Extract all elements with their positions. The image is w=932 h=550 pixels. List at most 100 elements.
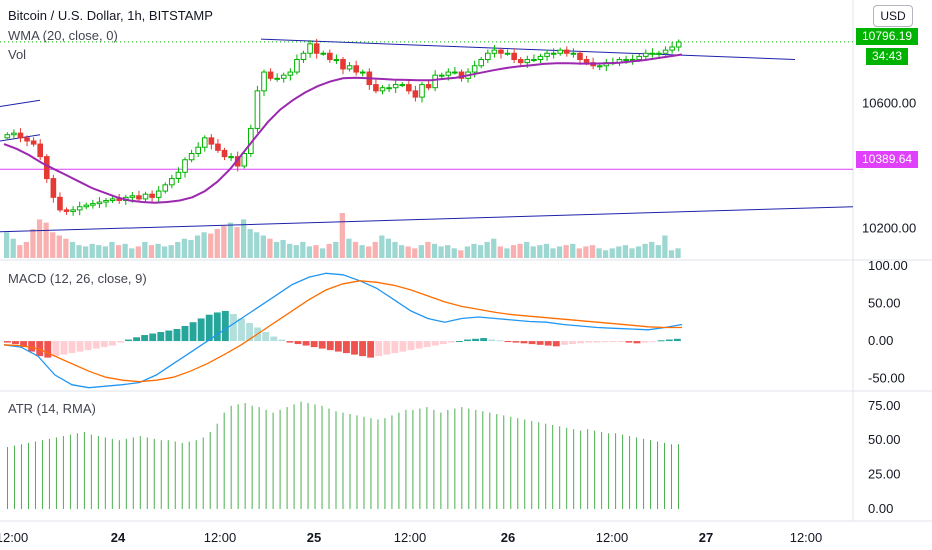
volume-bar (550, 248, 556, 258)
candle-body (537, 55, 544, 61)
macd-histogram-bar (68, 341, 76, 354)
time-axis-tick-label: 12:00 (596, 530, 629, 545)
volume-bar (96, 245, 102, 258)
macd-histogram-bar (294, 341, 302, 345)
macd-histogram-bar (133, 337, 141, 342)
macd-histogram-bar (512, 341, 520, 343)
time-axis-tick-label: 24 (111, 530, 126, 545)
candle-body (50, 178, 57, 198)
candle-body (327, 52, 333, 61)
volume-bar (76, 245, 82, 258)
volume-bar (385, 238, 392, 258)
candle-body (70, 209, 76, 212)
macd-histogram-bar (673, 338, 681, 342)
macd-line (3, 272, 683, 389)
macd-histogram-bar (447, 341, 455, 343)
volume-bar (352, 241, 359, 258)
candle-body (524, 59, 531, 64)
volume-bar (497, 246, 503, 258)
macd-histogram-bar (544, 341, 552, 346)
volume-bar (333, 241, 339, 258)
macd-histogram-bar (439, 341, 447, 345)
candle-body (557, 49, 564, 54)
candle-body (675, 41, 682, 48)
candle-body (478, 59, 485, 67)
macd-histogram-bar (520, 341, 528, 344)
macd-histogram-bar (262, 332, 270, 342)
candle-body (432, 74, 438, 89)
candle-body (517, 59, 524, 64)
wma-legend: WMA (20, close, 0) (8, 28, 118, 43)
volume-bar (89, 243, 95, 258)
volume-bar (405, 246, 411, 258)
candle-body (195, 146, 201, 154)
signal-line (3, 280, 682, 383)
macd-histogram-bar (334, 341, 342, 352)
volume-bar (109, 241, 115, 258)
volume-bar (451, 248, 457, 258)
volume-bar (122, 243, 128, 258)
candle-body (300, 52, 307, 61)
candle-body (90, 203, 96, 206)
candle-body (37, 143, 44, 158)
macd-histogram-bar (205, 314, 213, 342)
macd-histogram-bar (181, 326, 189, 342)
macd-histogram-bar (399, 341, 407, 352)
candle-body (241, 152, 248, 167)
candle-body (636, 55, 643, 61)
volume-bar (589, 245, 596, 258)
volume-bar (135, 246, 141, 258)
volume-bar (50, 232, 56, 258)
macd-histogram-bar (125, 339, 132, 342)
candle-body (215, 143, 221, 151)
volume-bar (287, 243, 293, 258)
macd-histogram-bar (100, 341, 108, 348)
candle-body (544, 52, 550, 57)
macd-histogram-bar (528, 341, 536, 345)
candle-body (340, 59, 346, 70)
candle-body (261, 71, 267, 92)
volume-bar (425, 241, 431, 258)
volume-bar (576, 248, 582, 258)
macd-legend: MACD (12, 26, close, 9) (8, 271, 147, 286)
volume-bar (635, 246, 642, 258)
candle-body (669, 46, 675, 51)
macd-histogram-bar (221, 310, 229, 342)
volume-bar (510, 245, 517, 258)
candle-body (208, 137, 215, 145)
candle-body (438, 74, 445, 77)
volume-bar (30, 229, 36, 258)
volume-bar (234, 227, 240, 258)
volume-bar (649, 241, 655, 258)
volume-bar (445, 245, 451, 258)
volume-bar (359, 245, 365, 258)
volume-bar (36, 219, 43, 258)
macd-histogram-bar (665, 339, 673, 342)
macd-histogram-bar (472, 338, 480, 342)
macd-histogram-bar (4, 341, 11, 343)
macd-histogram-bar (213, 312, 221, 342)
volume-bar (273, 241, 280, 258)
volume-bar (208, 233, 214, 258)
currency-button[interactable]: USD (873, 5, 913, 27)
candle-body (419, 84, 425, 98)
symbol-title: Bitcoin / U.S. Dollar, 1h, BITSTAMP (8, 8, 213, 23)
candle-body (57, 196, 63, 211)
trendline-support (0, 206, 854, 233)
volume-bar (254, 232, 260, 258)
candle-body (320, 52, 327, 55)
candle-body (386, 87, 392, 90)
volume-bar (129, 248, 135, 258)
candle-body (577, 52, 583, 61)
price-axis-tick-label: 10600.00 (862, 95, 916, 110)
candle-body (129, 195, 136, 198)
macd-histogram-bar (28, 341, 36, 352)
macd-histogram-bar (230, 313, 237, 342)
volume-bar (491, 238, 497, 258)
volume-bar (293, 245, 299, 258)
candle-body (4, 134, 11, 139)
volume-bar (319, 248, 326, 258)
volume-bar (306, 246, 313, 258)
volume-bar (56, 235, 62, 258)
